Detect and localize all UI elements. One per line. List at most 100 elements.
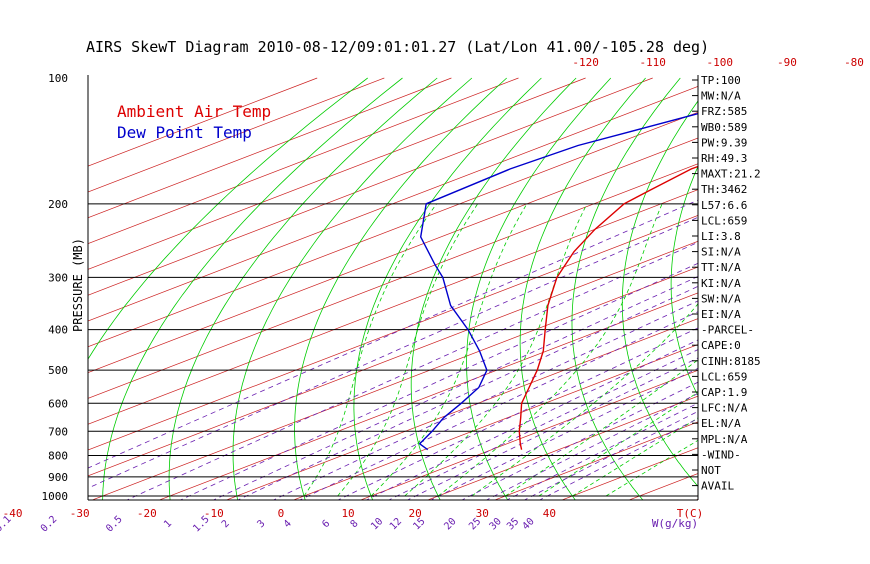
isotherm-line [0, 78, 451, 505]
bottom-temp-tick-label: -20 [137, 507, 157, 520]
side-panel-item: -PARCEL- [701, 324, 754, 337]
side-panel-item: CAP:1.9 [701, 386, 747, 399]
isotherm-line [415, 78, 870, 505]
mixing-ratio-tick-label: 35 [505, 516, 521, 532]
mixing-ratio-tick-label: 2 [220, 518, 232, 530]
dry-adiabat-line [103, 78, 403, 505]
dewpoint-profile-line [420, 78, 824, 450]
side-panel-item: CAPE:0 [701, 339, 741, 352]
pressure-tick-label: 500 [48, 364, 68, 377]
dry-adiabat-line [411, 78, 576, 505]
legend-dewpoint-label: Dew Point Temp [117, 123, 252, 142]
mixing-ratio-tick-label: 6 [320, 518, 332, 530]
side-panel-item: AVAIL [701, 480, 734, 493]
side-panel-item: -WIND- [701, 448, 741, 461]
side-panel-item: EI:N/A [701, 308, 741, 321]
mixing-ratio-tick-label: 8 [349, 518, 361, 530]
pressure-tick-label: 300 [48, 271, 68, 284]
isotherm-line [0, 78, 720, 505]
mixing-ratio-unit-label: W(g/kg) [652, 517, 698, 530]
mixing-ratio-tick-label: 1 [162, 518, 174, 530]
isotherm-line [0, 78, 787, 505]
side-panel-item: TT:N/A [701, 261, 741, 274]
side-panel-item: FRZ:585 [701, 105, 747, 118]
mixing-ratio-tick-label: 20 [442, 516, 458, 532]
mixing-ratio-line [170, 152, 870, 505]
mixing-ratio-tick-label: 12 [388, 516, 404, 532]
bottom-temp-tick-label: 0 [278, 507, 285, 520]
mixing-ratio-tick-label: 0.5 [104, 514, 125, 535]
pressure-tick-label: 100 [48, 72, 68, 85]
dry-adiabat-line [765, 78, 870, 505]
isotherm-line [482, 78, 870, 505]
side-panel-item: EL:N/A [701, 417, 741, 430]
moist-adiabat-line [304, 204, 437, 496]
pressure-tick-label: 800 [48, 449, 68, 462]
mixing-ratio-tick-label: 10 [369, 516, 385, 532]
side-panel-item: SW:N/A [701, 292, 741, 305]
top-temp-tick-label: -110 [639, 56, 666, 69]
mixing-ratio-line [116, 152, 870, 505]
side-panel-item: MAXT:21.2 [701, 168, 761, 181]
side-panel-item: SI:N/A [701, 246, 741, 259]
side-panel-item: PW:9.39 [701, 136, 747, 149]
mixing-ratio-tick-label: 0.2 [39, 514, 60, 535]
chart-title: AIRS SkewT Diagram 2010-08-12/09:01:01.2… [86, 38, 709, 56]
pressure-tick-label: 200 [48, 198, 68, 211]
side-panel-item: WB0:589 [701, 121, 747, 134]
side-panel-item: KI:N/A [701, 277, 741, 290]
pressure-tick-label: 700 [48, 425, 68, 438]
moist-adiabat-line [371, 204, 527, 496]
side-panel-item: TP:100 [701, 74, 741, 87]
isotherm-line [348, 78, 870, 505]
side-panel-item: NOT [701, 464, 721, 477]
mixing-ratio-line [263, 152, 870, 505]
isotherm-line [0, 78, 384, 505]
moist-adiabat-line [405, 204, 587, 496]
y-axis-label: PRESSURE (MB) [71, 238, 85, 332]
pressure-tick-label: 1000 [42, 490, 69, 503]
mixing-ratio-line [356, 152, 870, 505]
side-panel-item: LI:3.8 [701, 230, 741, 243]
pressure-tick-label: 600 [48, 397, 68, 410]
isotherm-line [0, 78, 317, 505]
side-panel-item: LCL:659 [701, 214, 747, 227]
pressure-tick-label: 400 [48, 324, 68, 337]
mixing-ratio-line [290, 152, 870, 505]
side-panel-item: CINH:8185 [701, 355, 761, 368]
mixing-ratio-line [5, 152, 810, 505]
dry-adiabat-line [295, 78, 507, 505]
dry-adiabat-line [169, 78, 437, 505]
dry-adiabat-line [520, 78, 646, 505]
side-panel-item: LFC:N/A [701, 402, 748, 415]
isotherm-line [80, 78, 870, 505]
legend-temp-label: Ambient Air Temp [117, 102, 271, 121]
side-panel-item: TH:3462 [701, 183, 747, 196]
side-panel-item: MPL:N/A [701, 433, 748, 446]
top-temp-tick-label: -90 [777, 56, 797, 69]
side-panel-item: LCL:659 [701, 370, 747, 383]
isotherm-line [0, 78, 653, 505]
bottom-temp-tick-label: -30 [70, 507, 90, 520]
pressure-tick-label: 900 [48, 471, 68, 484]
dry-adiabat-line [853, 78, 870, 505]
side-panel-item: L57:6.6 [701, 199, 747, 212]
mixing-ratio-line [421, 152, 870, 505]
mixing-ratio-tick-label: 4 [282, 518, 294, 530]
bottom-temp-tick-label: 30 [476, 507, 489, 520]
mixing-ratio-line [203, 152, 870, 505]
mixing-ratio-tick-label: 30 [488, 516, 504, 532]
isotherm-line [147, 78, 870, 505]
side-panel-item: MW:N/A [701, 90, 741, 103]
top-temp-tick-label: -80 [844, 56, 864, 69]
mixing-ratio-tick-label: 40 [520, 516, 536, 532]
side-panel-item: RH:49.3 [701, 152, 747, 165]
bottom-temp-tick-label: 40 [543, 507, 556, 520]
top-temp-tick-label: -100 [707, 56, 734, 69]
dry-adiabat-line [809, 78, 870, 505]
mixing-ratio-line [452, 152, 870, 505]
isotherm-line [281, 78, 870, 505]
mixing-ratio-tick-label: 3 [256, 518, 268, 530]
